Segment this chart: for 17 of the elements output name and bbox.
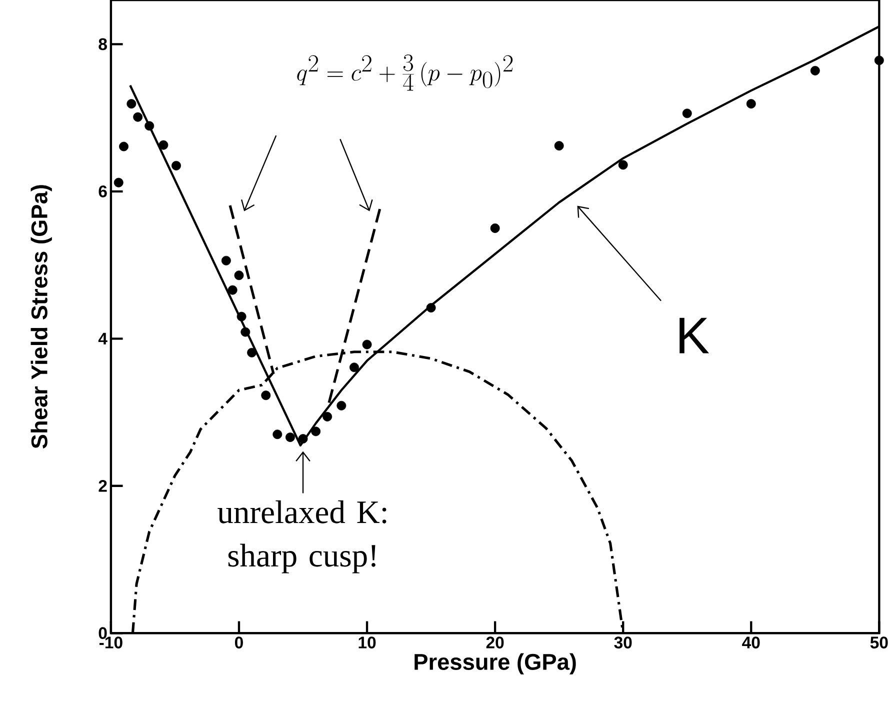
y-tick-label: 0 — [98, 627, 107, 640]
x-tick-label: 40 — [742, 636, 760, 648]
y-axis-title: Shear Yield Stress (GPa) — [30, 185, 52, 448]
x-tick-label: 50 — [870, 636, 888, 648]
y-tick-label: 4 — [98, 332, 108, 344]
x-tick-label: 20 — [486, 636, 504, 648]
y-tick-label: 8 — [98, 38, 107, 50]
y-tick-label: 6 — [98, 185, 107, 198]
y-tick-label: 2 — [98, 480, 107, 492]
x-tick-label: -10 — [99, 636, 122, 648]
annotation: $q^2 = c^2 + \frac{3}{4}\,(p - p_0)^2$ — [297, 54, 513, 91]
annotation: K — [680, 318, 710, 354]
x-tick-label: 30 — [614, 636, 632, 648]
x-tick-label: 0 — [234, 636, 243, 648]
x-tick-label: 10 — [358, 636, 376, 648]
annotation: unrelaxed K: sharp cusp! — [218, 500, 386, 574]
x-axis-title: Pressure (GPa) — [414, 653, 576, 674]
